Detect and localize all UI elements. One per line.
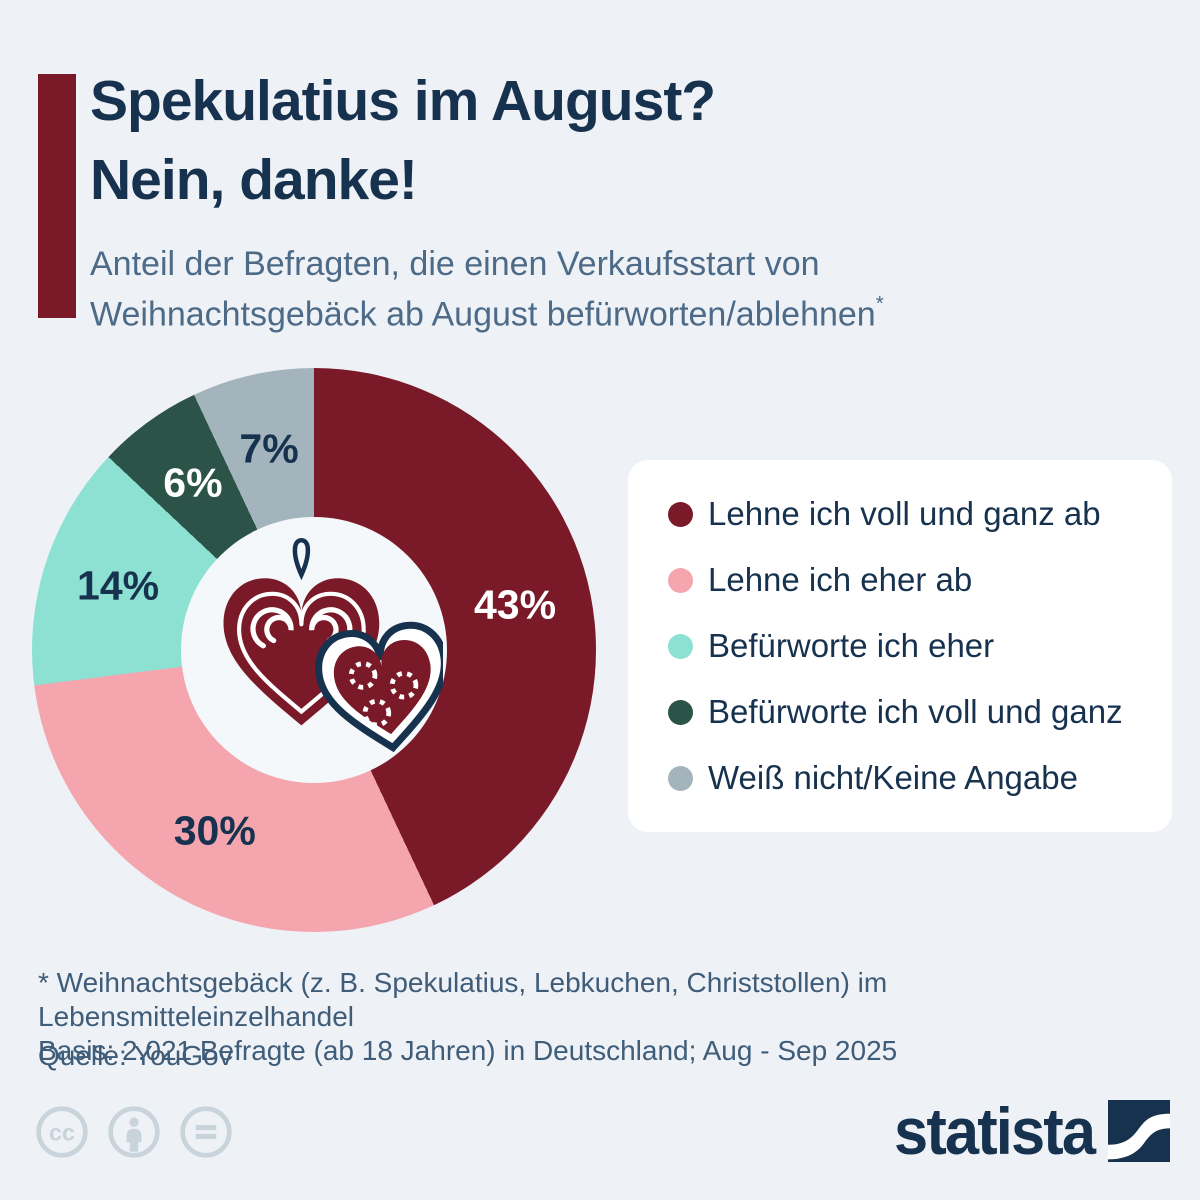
legend-color-dot bbox=[668, 501, 693, 527]
svg-text:cc: cc bbox=[49, 1119, 75, 1145]
gingerbread-hearts-icon bbox=[223, 537, 443, 753]
legend-label: Befürworte ich voll und ganz bbox=[708, 693, 1123, 730]
legend-label: Weiß nicht/Keine Angabe bbox=[708, 759, 1078, 796]
footnote: * Weihnachtsgebäck (z. B. Spekulatius, L… bbox=[38, 966, 1200, 1068]
accent-bar bbox=[38, 74, 76, 318]
cc-icon[interactable]: cc bbox=[34, 1104, 90, 1160]
page-title: Spekulatius im August? Nein, danke! bbox=[90, 62, 884, 220]
legend-label: Lehne ich eher ab bbox=[708, 561, 973, 598]
legend-item: Weiß nicht/Keine Angabe bbox=[668, 758, 1172, 798]
legend-label: Lehne ich voll und ganz ab bbox=[708, 495, 1101, 532]
license-icons: cc bbox=[34, 1104, 234, 1160]
legend-color-dot bbox=[668, 765, 693, 791]
legend-item: Befürworte ich voll und ganz bbox=[668, 692, 1172, 732]
header: Spekulatius im August? Nein, danke! Ante… bbox=[90, 62, 884, 336]
subtitle-line-2: Weihnachtsgebäck ab August befürworten/a… bbox=[90, 295, 876, 334]
cc-nd-icon[interactable] bbox=[178, 1104, 234, 1160]
source-text: Quelle: YouGov bbox=[38, 1040, 233, 1071]
chart-subtitle: Anteil der Befragten, die einen Verkaufs… bbox=[90, 243, 884, 336]
legend-color-dot bbox=[668, 699, 693, 725]
title-line-2: Nein, danke! bbox=[90, 148, 418, 212]
donut-chart-area: 43% 30% 14% 6% 7% bbox=[32, 368, 596, 932]
legend-item: Lehne ich eher ab bbox=[668, 560, 1172, 600]
cc-by-icon[interactable] bbox=[106, 1104, 162, 1160]
legend-color-dot bbox=[668, 567, 693, 593]
subtitle-line-1: Anteil der Befragten, die einen Verkaufs… bbox=[90, 245, 820, 283]
legend-label: Befürworte ich eher bbox=[708, 627, 995, 664]
footnote-line-1: * Weihnachtsgebäck (z. B. Spekulatius, L… bbox=[38, 967, 888, 1032]
legend-item: Befürworte ich eher bbox=[668, 626, 1172, 666]
title-line-1: Spekulatius im August? bbox=[90, 69, 716, 133]
footnote-line-2: Basis: 2.021 Befragte (ab 18 Jahren) in … bbox=[38, 1035, 898, 1066]
statista-wordmark: statista bbox=[893, 1094, 1096, 1168]
donut-hole bbox=[181, 517, 447, 783]
legend-item: Lehne ich voll und ganz ab bbox=[668, 494, 1172, 534]
legend-color-dot bbox=[668, 633, 693, 659]
statista-logo[interactable]: statista bbox=[879, 1098, 1170, 1164]
statista-mark-icon bbox=[1108, 1100, 1170, 1162]
footnote-marker: * bbox=[875, 293, 884, 315]
chart-legend: Lehne ich voll und ganz ab Lehne ich ehe… bbox=[628, 460, 1172, 832]
